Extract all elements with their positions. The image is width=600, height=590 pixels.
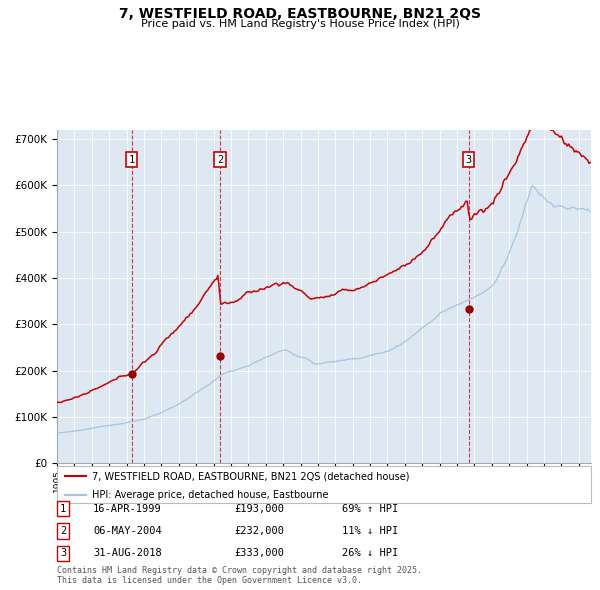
Text: 06-MAY-2004: 06-MAY-2004	[93, 526, 162, 536]
Text: £193,000: £193,000	[234, 504, 284, 513]
Text: Contains HM Land Registry data © Crown copyright and database right 2025.
This d: Contains HM Land Registry data © Crown c…	[57, 566, 422, 585]
Text: 2: 2	[60, 526, 66, 536]
Text: £333,000: £333,000	[234, 549, 284, 558]
Text: 1: 1	[128, 155, 135, 165]
Text: 7, WESTFIELD ROAD, EASTBOURNE, BN21 2QS (detached house): 7, WESTFIELD ROAD, EASTBOURNE, BN21 2QS …	[92, 471, 409, 481]
Text: 11% ↓ HPI: 11% ↓ HPI	[342, 526, 398, 536]
Text: 3: 3	[466, 155, 472, 165]
Text: Price paid vs. HM Land Registry's House Price Index (HPI): Price paid vs. HM Land Registry's House …	[140, 19, 460, 30]
Text: 31-AUG-2018: 31-AUG-2018	[93, 549, 162, 558]
Text: 26% ↓ HPI: 26% ↓ HPI	[342, 549, 398, 558]
Text: 16-APR-1999: 16-APR-1999	[93, 504, 162, 513]
Text: 1: 1	[60, 504, 66, 513]
Text: £232,000: £232,000	[234, 526, 284, 536]
Text: HPI: Average price, detached house, Eastbourne: HPI: Average price, detached house, East…	[92, 490, 328, 500]
FancyBboxPatch shape	[57, 466, 591, 503]
Text: 2: 2	[217, 155, 223, 165]
Text: 3: 3	[60, 549, 66, 558]
Text: 69% ↑ HPI: 69% ↑ HPI	[342, 504, 398, 513]
Text: 7, WESTFIELD ROAD, EASTBOURNE, BN21 2QS: 7, WESTFIELD ROAD, EASTBOURNE, BN21 2QS	[119, 7, 481, 21]
